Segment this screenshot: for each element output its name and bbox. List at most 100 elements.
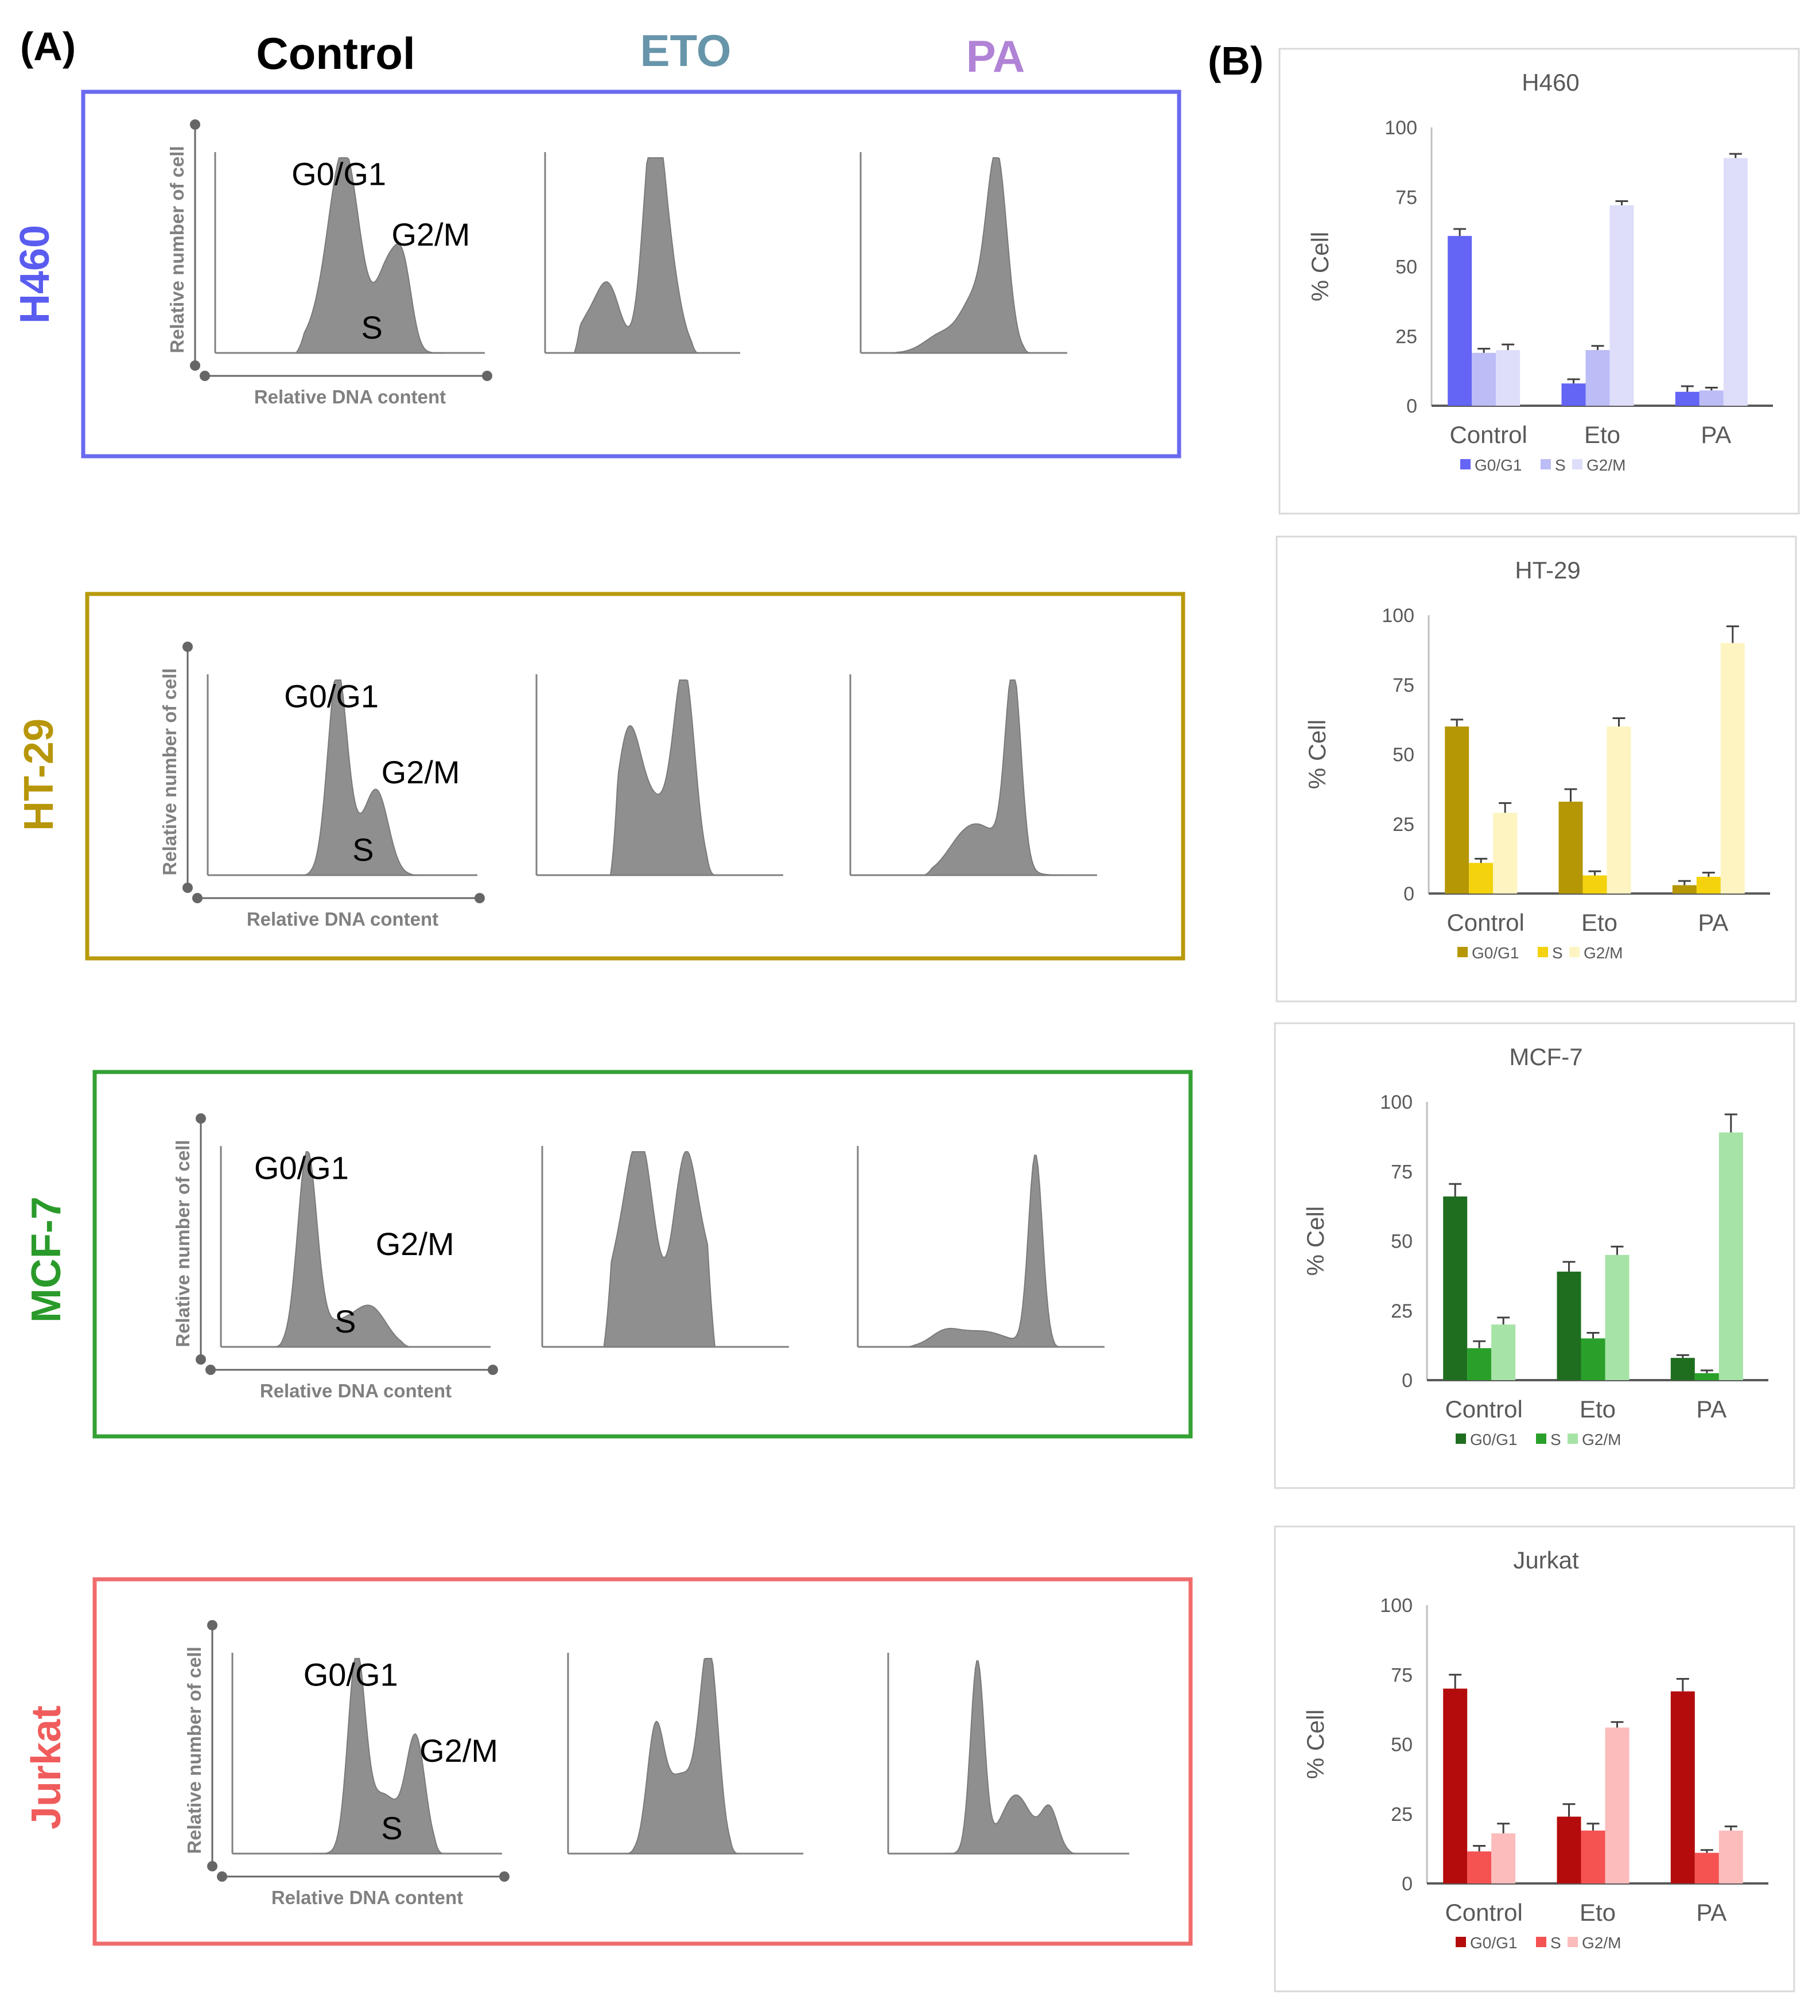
histogram-ht29-pa — [924, 679, 1063, 876]
legend-label: G2/M — [1582, 1934, 1621, 1952]
y-tick-label: 100 — [1382, 605, 1414, 627]
legend-swatch — [1536, 1937, 1546, 1947]
axis-dot — [196, 1113, 206, 1124]
y-tick-label: 0 — [1406, 395, 1417, 417]
y-tick-label: 25 — [1395, 326, 1417, 348]
x-tick-label: Eto — [1581, 909, 1617, 936]
axis-dot — [182, 883, 193, 893]
phase-label-s: S — [381, 1810, 402, 1846]
panel-b-label: (B) — [1208, 38, 1263, 83]
bar-chart-ht29: HT-29 0 25 50 75 100 % Cell Control Eto PA G0/G1 S G… — [1275, 535, 1797, 1003]
histogram-y-label: Relative number of cell — [159, 668, 180, 875]
phase-label-g0g1: G0/G1 — [291, 156, 386, 192]
bar-g2m-control — [1493, 813, 1518, 894]
histogram-x-label: Relative DNA content — [254, 386, 446, 407]
histogram-x-label: Relative DNA content — [247, 908, 438, 930]
axis-dot — [207, 1861, 217, 1871]
axis-dot — [196, 1354, 206, 1365]
bar-s-control — [1469, 863, 1494, 894]
x-tick-label: Control — [1445, 1899, 1522, 1926]
legend-swatch — [1572, 459, 1582, 469]
phase-label-g2m: G2/M — [391, 216, 470, 253]
bar-g2m-pa — [1718, 1132, 1743, 1380]
bar-s-eto — [1585, 350, 1610, 406]
histogram-x-label: Relative DNA content — [271, 1887, 463, 1908]
phase-label-g0g1: G0/G1 — [254, 1150, 349, 1186]
y-tick-label: 0 — [1403, 883, 1414, 905]
bar-g2m-eto — [1605, 1727, 1630, 1883]
y-tick-label: 25 — [1391, 1300, 1413, 1322]
legend-swatch — [1536, 1434, 1546, 1444]
y-tick-label: 25 — [1391, 1804, 1413, 1825]
bar-g2m-pa — [1720, 643, 1745, 894]
legend-swatch — [1460, 459, 1471, 469]
histogram-mcf7-eto — [603, 1151, 716, 1347]
legend-label: S — [1555, 456, 1566, 474]
legend-swatch — [1456, 1434, 1466, 1444]
histogram-mcf7-pa — [907, 1154, 1060, 1347]
legend-label: S — [1550, 1431, 1561, 1448]
panel-a-label: (A) — [20, 24, 76, 69]
phase-label-s: S — [361, 309, 383, 345]
bar-g0g1-pa — [1670, 1691, 1695, 1883]
bar-g0g1-eto — [1561, 383, 1586, 406]
axis-dot — [192, 893, 203, 903]
bar-g0g1-eto — [1557, 1816, 1581, 1883]
legend-swatch — [1538, 947, 1548, 957]
row-h460: H460 Relative number of cell Relative DNA … — [12, 90, 1181, 459]
bar-g0g1-control — [1443, 1196, 1468, 1380]
bar-s-pa — [1696, 876, 1721, 894]
cell-line-label-mcf7: MCF-7 — [24, 1197, 69, 1323]
legend-label: G0/G1 — [1470, 1431, 1517, 1448]
chart-title: HT-29 — [1515, 557, 1580, 584]
bar-g0g1-eto — [1557, 1271, 1581, 1380]
phase-label-g0g1: G0/G1 — [304, 1657, 398, 1693]
legend-label: S — [1552, 944, 1563, 962]
y-tick-label: 50 — [1393, 744, 1414, 766]
histogram-jurkat-control — [313, 1658, 443, 1854]
row-jurkat: Jurkat Relative number of cell Relative DN… — [24, 1577, 1193, 1946]
bar-g2m-control — [1491, 1833, 1516, 1883]
condition-title-eto: ETO — [640, 25, 732, 76]
bar-chart-mcf7: MCF-7 0 25 50 75 100 % Cell Control Eto PA G0/G1 S G… — [1274, 1022, 1795, 1489]
bar-g0g1-pa — [1672, 885, 1697, 894]
axis-dot — [190, 119, 200, 130]
row-border-ht29 — [85, 592, 1185, 961]
y-tick-label: 100 — [1385, 117, 1417, 139]
bar-g2m-pa — [1718, 1830, 1743, 1883]
legend-label: G2/M — [1584, 944, 1623, 962]
axis-dot — [475, 893, 485, 903]
bar-s-pa — [1699, 390, 1724, 406]
legend-swatch — [1568, 1937, 1578, 1947]
chart-title: H460 — [1522, 69, 1579, 96]
x-tick-label: PA — [1696, 1899, 1726, 1926]
bar-s-eto — [1582, 875, 1607, 894]
axis-dot — [488, 1365, 498, 1375]
bar-s-pa — [1694, 1852, 1719, 1883]
histogram-h460-control — [295, 157, 445, 354]
legend-swatch — [1457, 947, 1468, 957]
axis-dot — [200, 371, 210, 381]
chart-frame — [1274, 1525, 1795, 1992]
x-tick-label: Control — [1449, 421, 1527, 448]
bar-s-eto — [1581, 1338, 1605, 1380]
phase-label-s: S — [352, 832, 374, 868]
y-tick-label: 100 — [1380, 1091, 1413, 1113]
legend-label: G2/M — [1586, 456, 1625, 474]
y-tick-label: 75 — [1395, 187, 1417, 208]
bar-g2m-eto — [1605, 1254, 1630, 1380]
axis-dot — [482, 371, 492, 381]
y-tick-label: 50 — [1395, 257, 1417, 278]
legend-label: G0/G1 — [1472, 944, 1519, 962]
row-mcf7: MCF-7 Relative number of cell Relative DNA… — [24, 1070, 1193, 1439]
bar-g0g1-control — [1448, 236, 1472, 406]
histogram-y-label: Relative number of cell — [184, 1646, 205, 1854]
histogram-jurkat-eto — [627, 1658, 738, 1854]
y-tick-label: 50 — [1391, 1231, 1413, 1253]
chart-frame — [1274, 1022, 1795, 1489]
chart-title: MCF-7 — [1509, 1043, 1582, 1070]
condition-title-control: Control — [256, 28, 415, 79]
y-axis-label: % Cell — [1302, 1710, 1329, 1779]
histogram-h460-eto — [573, 157, 699, 354]
